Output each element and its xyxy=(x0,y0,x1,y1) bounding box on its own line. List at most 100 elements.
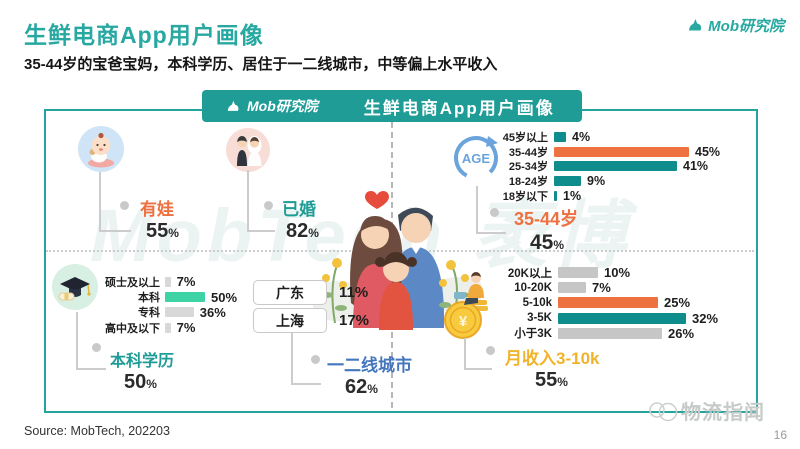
age-bar-label: 25-34岁 xyxy=(508,161,548,174)
income-highlight: 月收入3-10k 55% xyxy=(505,344,599,392)
banner-brand-name: Mob研究院 xyxy=(247,98,318,114)
connector-dot xyxy=(490,208,499,217)
baby-icon xyxy=(78,126,124,177)
graduation-cap-icon xyxy=(52,264,98,315)
city-box: 广东 xyxy=(253,280,327,305)
stat-married-value: 82% xyxy=(286,220,319,242)
education-bar-row: 专科 36% xyxy=(96,305,237,320)
cities-highlight-label: 一二线城市 xyxy=(327,356,412,375)
income-bar-row: 小于3K 26% xyxy=(494,326,718,341)
education-bar-label: 硕士及以上 xyxy=(105,276,160,289)
stat-married: 已婚 82% xyxy=(282,195,319,243)
cities-highlight-value: 62% xyxy=(345,376,378,398)
education-bar-label: 本科 xyxy=(138,292,160,305)
age-bar-value: 9% xyxy=(587,174,606,189)
panel-banner: Mob研究院 生鲜电商App用户画像 xyxy=(202,90,582,122)
yuan-symbol: ¥ xyxy=(459,313,468,330)
income-bar-label: 10-20K xyxy=(514,281,552,294)
age-highlight-label: 35-44岁 xyxy=(514,209,579,229)
income-bar-label: 20K以上 xyxy=(507,267,552,280)
age-circle-icon xyxy=(450,132,502,189)
education-bar-value: 7% xyxy=(176,320,196,336)
age-bar-label: 35-44岁 xyxy=(508,146,548,159)
education-bar-row: 高中及以下 7% xyxy=(96,320,237,335)
brand-name: Mob研究院 xyxy=(708,18,784,35)
age-bar-label: 18岁以下 xyxy=(502,190,548,203)
connector-dot xyxy=(120,201,129,210)
connector xyxy=(291,332,293,383)
city-box: 上海 xyxy=(253,308,327,333)
age-bar-value: 1% xyxy=(563,188,582,203)
age-highlight-value: 45% xyxy=(530,231,565,254)
education-bar-label: 高中及以下 xyxy=(105,322,160,335)
education-highlight: 本科学历 50% xyxy=(110,347,174,394)
bird-icon xyxy=(689,19,702,31)
age-bar-row: 18岁以下 1% xyxy=(494,188,720,203)
income-bar xyxy=(558,282,586,294)
watermark-bottom: 物流指闻 xyxy=(648,396,765,425)
connector xyxy=(99,172,101,230)
age-bar-value: 45% xyxy=(695,144,721,159)
age-bar-label: 45岁以上 xyxy=(502,132,548,145)
income-bar xyxy=(558,327,662,339)
age-bar-row: 35-44岁 45% xyxy=(494,145,720,160)
education-bar xyxy=(165,307,194,318)
watermark-bottom-text: 物流指闻 xyxy=(681,402,765,424)
connector-dot xyxy=(92,343,101,352)
connector-dot xyxy=(486,346,495,355)
income-bar-value: 10% xyxy=(604,265,631,281)
chat-bubbles-icon xyxy=(649,401,678,421)
income-bar-value: 7% xyxy=(592,280,611,296)
connector xyxy=(99,230,131,232)
education-highlight-label: 本科学历 xyxy=(110,353,175,370)
education-bar-label: 专科 xyxy=(138,307,160,320)
education-bar-chart: 硕士及以上 7% 本科 50% 专科 36% 高中及以下 7% xyxy=(96,274,237,336)
income-bar xyxy=(558,267,598,279)
education-bar-value: 50% xyxy=(211,289,238,305)
income-bar-label: 小于3K xyxy=(514,328,552,341)
page-subtitle: 35-44岁的宝爸宝妈，本科学历、居住于一二线城市，中等偏上水平收入 xyxy=(24,56,498,73)
age-bar-row: 45岁以上 4% xyxy=(494,130,720,145)
education-highlight-value: 50% xyxy=(124,371,157,393)
age-bar-value: 4% xyxy=(572,130,591,145)
wedding-couple-icon xyxy=(226,128,270,177)
stat-married-label: 已婚 xyxy=(282,200,316,219)
connector xyxy=(476,186,478,232)
city-row: 广东 11% xyxy=(253,280,368,305)
income-bar-row: 5-10k 25% xyxy=(494,295,718,310)
connector xyxy=(464,338,466,368)
connector xyxy=(76,368,106,370)
age-bar xyxy=(554,190,557,201)
stat-kids-label: 有娃 xyxy=(140,200,174,219)
coin-person-icon: ¥ xyxy=(438,270,498,345)
connector xyxy=(76,312,78,368)
stat-kids-value: 55% xyxy=(146,220,179,242)
income-bar-row: 20K以上 10% xyxy=(494,265,718,280)
education-bar xyxy=(165,276,171,287)
banner-title: 生鲜电商App用户画像 xyxy=(363,98,555,118)
income-bar-row: 10-20K 7% xyxy=(494,280,718,295)
age-bar xyxy=(554,161,677,172)
education-bar xyxy=(165,292,205,303)
age-bar-row: 18-24岁 9% xyxy=(494,174,720,189)
age-bar-value: 41% xyxy=(683,159,709,174)
age-highlight: 35-44岁 45% xyxy=(514,205,578,255)
connector-dot xyxy=(311,355,320,364)
income-bar-value: 32% xyxy=(692,310,719,326)
age-bar xyxy=(554,146,689,157)
stat-kids: 有娃 55% xyxy=(140,195,179,243)
education-bar-value: 7% xyxy=(176,274,196,290)
age-icon-label: AGE xyxy=(461,150,491,166)
connector xyxy=(291,383,321,385)
connector xyxy=(247,170,249,230)
city-row: 上海 17% xyxy=(253,308,369,333)
education-bar-row: 硕士及以上 7% xyxy=(96,274,237,289)
city-value: 17% xyxy=(339,312,370,329)
income-bar-label: 3-5K xyxy=(527,312,552,325)
income-highlight-value: 55% xyxy=(535,369,568,391)
education-bar-row: 本科 50% xyxy=(96,289,238,305)
banner-brand: Mob研究院 xyxy=(226,96,318,116)
age-bar xyxy=(554,132,566,143)
brand-logo: Mob研究院 xyxy=(687,15,784,36)
education-bar xyxy=(165,322,171,333)
